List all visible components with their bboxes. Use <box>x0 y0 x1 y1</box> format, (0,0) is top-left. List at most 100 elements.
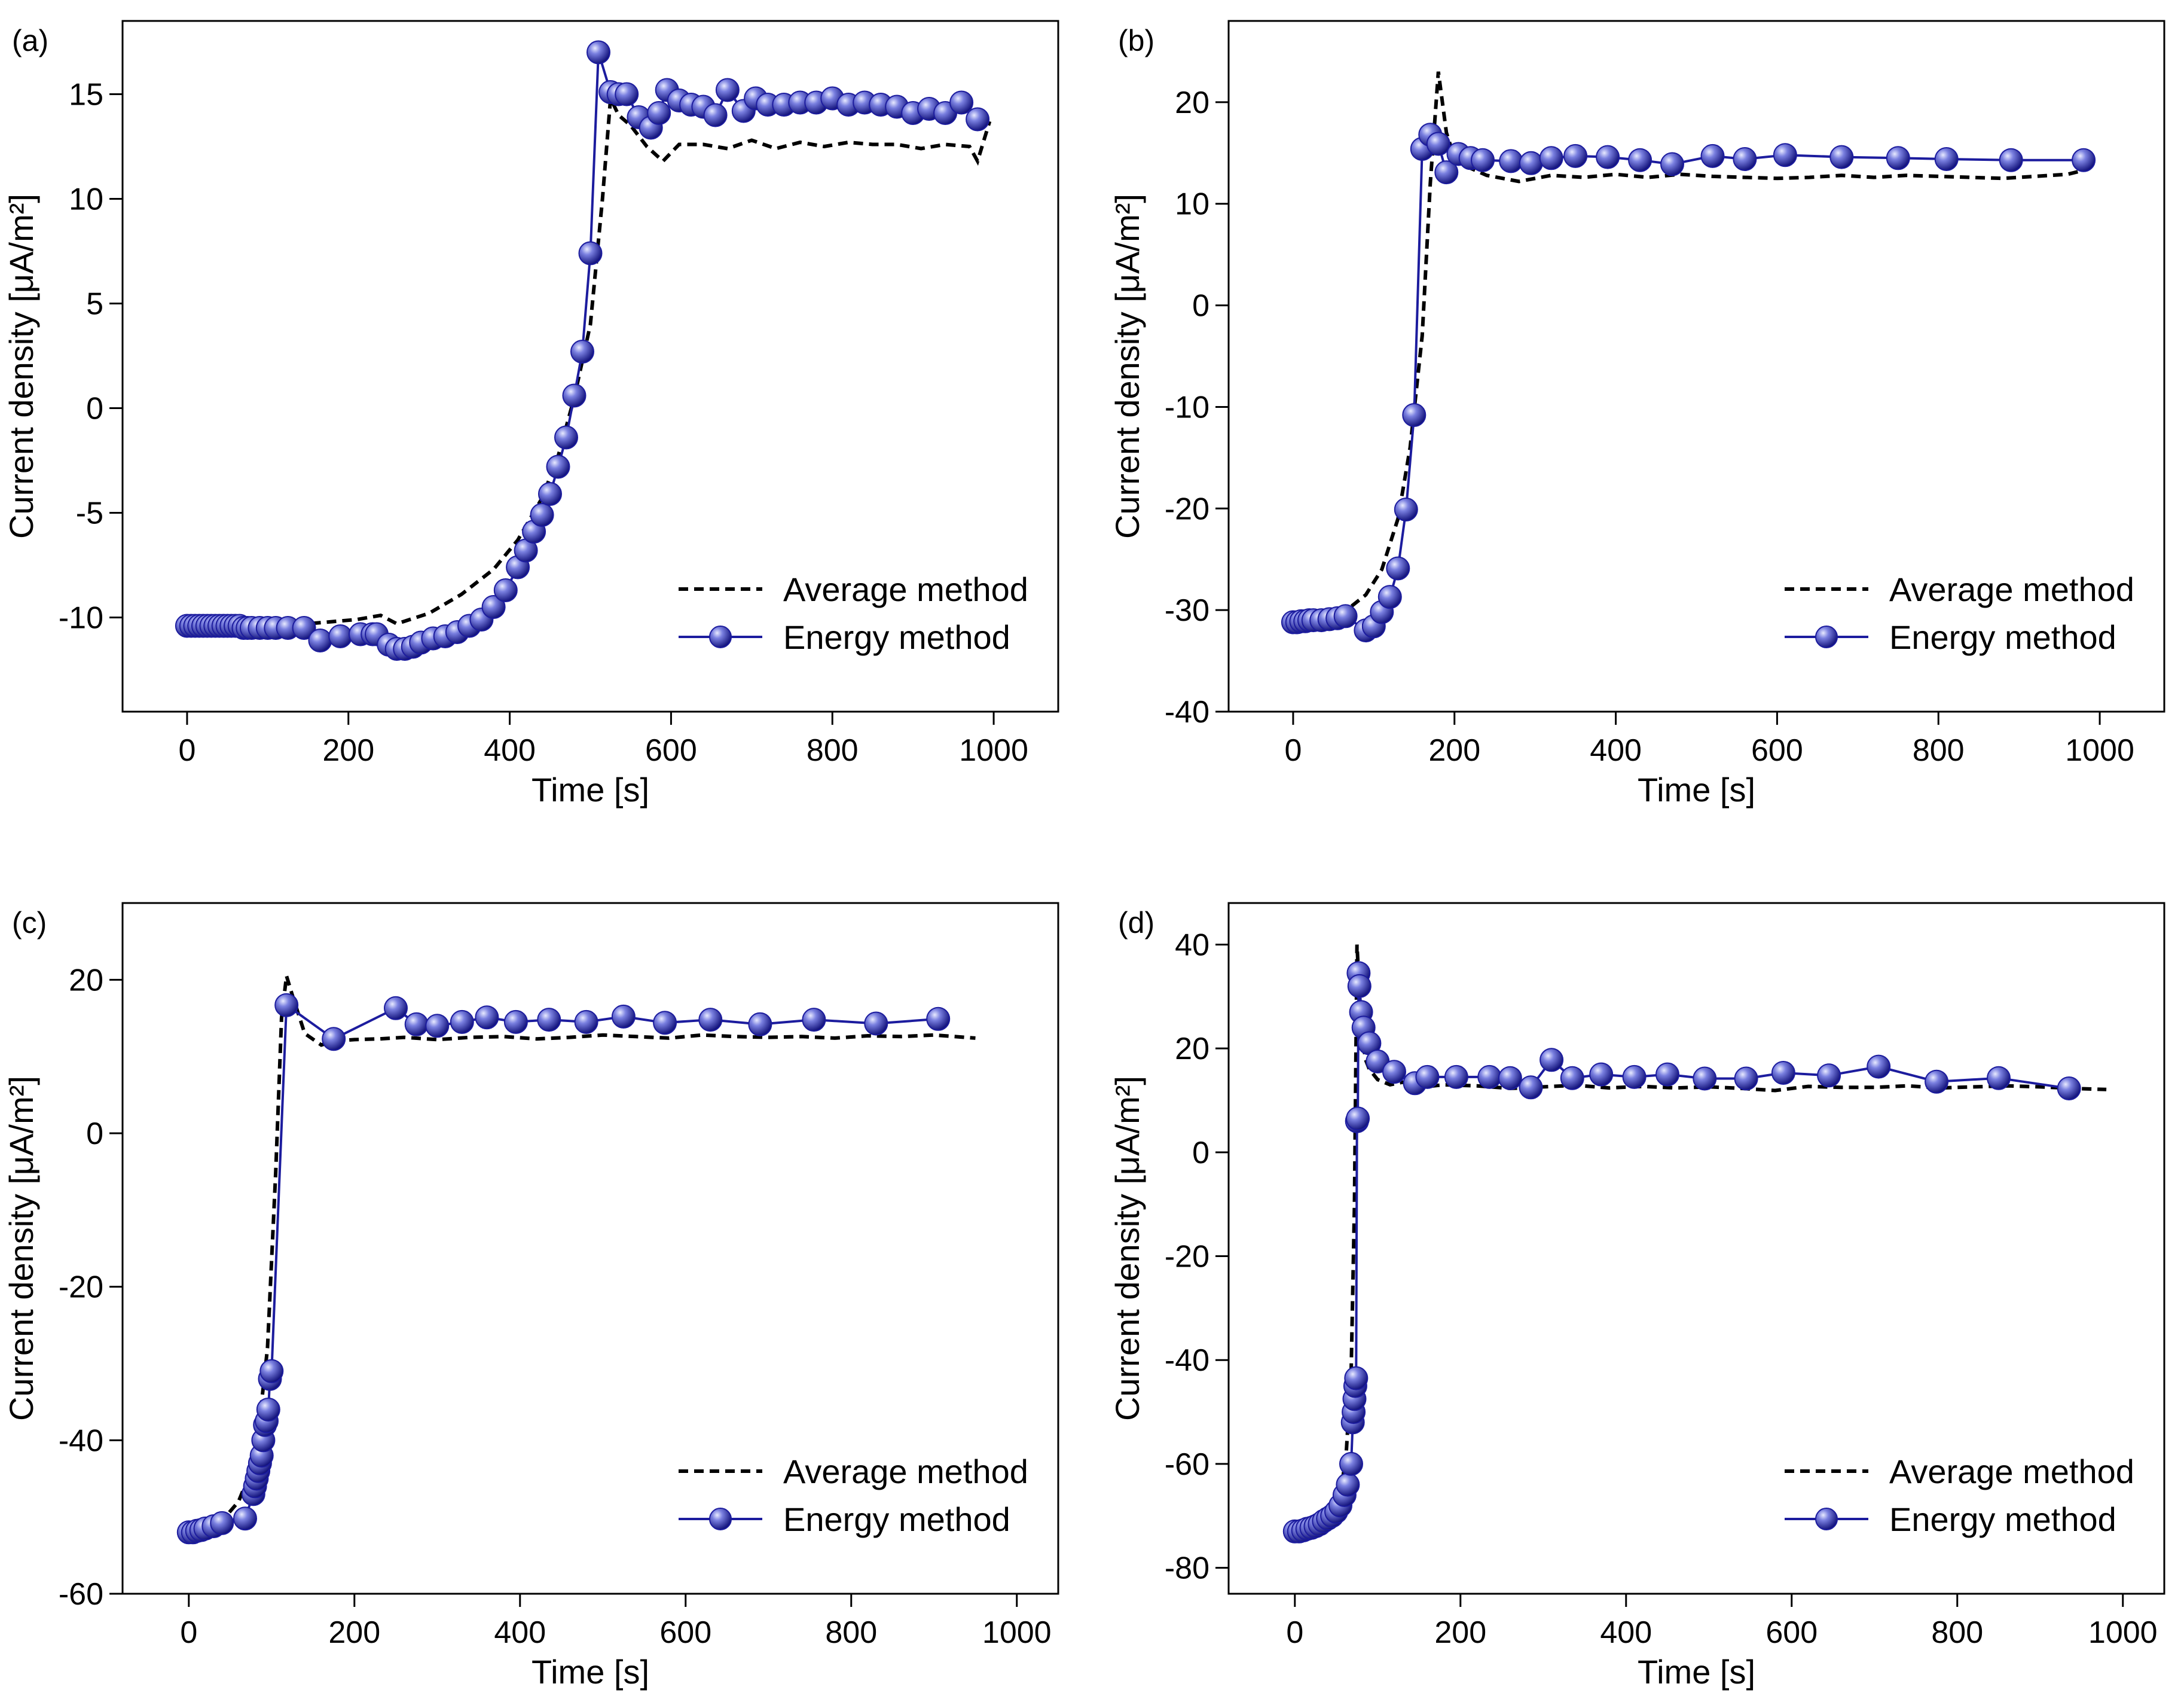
energy-method-point <box>703 103 728 127</box>
y-tick-label: -60 <box>59 1577 103 1612</box>
energy-method-point <box>1540 1048 1564 1072</box>
plot-frame <box>1227 902 2165 1595</box>
x-tick-label: 400 <box>1600 1615 1652 1650</box>
x-tick-label: 800 <box>1931 1615 1983 1650</box>
energy-method-point <box>493 578 518 602</box>
energy-method-point <box>503 1009 528 1034</box>
plot-frame <box>121 902 1059 1595</box>
energy-method-point <box>450 1009 474 1034</box>
energy-method-point <box>1519 1075 1543 1100</box>
y-tick-label: 0 <box>1192 289 1209 324</box>
energy-method-point <box>1347 974 1372 998</box>
energy-method-point <box>425 1014 450 1038</box>
legend: Average method Energy method <box>679 1453 1028 1538</box>
energy-method-point <box>384 996 408 1020</box>
y-tick-label: 20 <box>1175 1032 1209 1066</box>
legend-energy-marker <box>1815 626 1838 648</box>
x-tick-label: 600 <box>1751 733 1803 768</box>
energy-method-point <box>274 993 299 1017</box>
energy-method-point <box>578 241 603 266</box>
y-tick-label: 20 <box>69 963 103 998</box>
series-layer <box>1282 944 2107 1544</box>
energy-method-point <box>802 1008 826 1032</box>
energy-method-point <box>1339 1451 1363 1476</box>
energy-method-point <box>259 1359 284 1383</box>
x-tick-label: 200 <box>328 1615 380 1650</box>
energy-method-point <box>1589 1062 1614 1087</box>
series-layer <box>1281 71 2096 643</box>
energy-method-point <box>1336 1472 1360 1497</box>
y-tick-label: -40 <box>59 1423 103 1458</box>
y-tick-label: 0 <box>86 1117 103 1151</box>
x-tick-label: 1000 <box>959 733 1028 768</box>
y-axis-title: Current density [μA/m²] <box>1108 194 1146 539</box>
x-tick-label: 400 <box>494 1615 546 1650</box>
x-tick-label: 0 <box>1284 733 1302 768</box>
y-tick-label: 10 <box>69 182 103 217</box>
energy-method-point <box>949 90 974 115</box>
energy-method-point <box>647 101 671 125</box>
energy-method-point <box>1386 556 1410 581</box>
energy-method-point <box>562 383 587 408</box>
energy-method-point <box>1934 147 1959 171</box>
energy-method-point <box>1773 143 1797 167</box>
energy-method-point <box>546 455 570 479</box>
y-tick-label: -80 <box>1165 1551 1209 1586</box>
energy-method-point <box>537 1008 561 1032</box>
legend-average-label: Average method <box>1889 1453 2134 1490</box>
x-tick-label: 200 <box>1428 733 1480 768</box>
energy-method-point <box>554 425 578 450</box>
x-tick-label: 1000 <box>2088 1615 2158 1650</box>
legend-average-label: Average method <box>783 571 1028 608</box>
energy-method-point <box>1829 145 1854 169</box>
energy-method-point <box>1394 498 1418 521</box>
x-tick-label: 0 <box>178 733 196 768</box>
energy-method-point <box>926 1006 951 1031</box>
energy-method-point <box>587 40 610 65</box>
y-tick-label: 5 <box>86 287 103 322</box>
energy-method-point <box>1499 149 1523 173</box>
y-tick-label: -10 <box>59 601 103 636</box>
energy-method-point <box>615 82 639 106</box>
energy-method-point <box>1733 147 1757 171</box>
energy-method-point <box>570 340 594 364</box>
x-tick-label: 600 <box>645 733 697 768</box>
y-tick-label: 40 <box>1175 928 1209 962</box>
panel-label: (a) <box>12 24 48 57</box>
x-axis-title: Time [s] <box>532 771 649 809</box>
energy-method-point <box>538 482 562 506</box>
energy-method-point <box>748 1012 772 1036</box>
energy-method-point <box>2057 1076 2081 1100</box>
plot-frame <box>1227 20 2165 713</box>
panel-label: (c) <box>12 906 47 940</box>
energy-method-point <box>611 1004 636 1029</box>
energy-method-point <box>2072 148 2096 172</box>
y-tick-label: 0 <box>1192 1136 1209 1170</box>
energy-method-point <box>530 503 554 527</box>
panel-label: (d) <box>1118 906 1154 940</box>
average-method-line <box>188 975 976 1535</box>
x-tick-label: 800 <box>825 1615 877 1650</box>
x-tick-label: 200 <box>322 733 374 768</box>
energy-method-point <box>1382 1060 1406 1084</box>
energy-method-point <box>475 1005 499 1030</box>
energy-method-point <box>1622 1064 1647 1089</box>
energy-method-point <box>481 595 506 619</box>
energy-method-point <box>1693 1066 1717 1091</box>
average-method-line <box>1294 944 2107 1533</box>
legend-average-label: Average method <box>1889 571 2134 608</box>
energy-method-point <box>1402 403 1427 427</box>
energy-method-point <box>256 1398 280 1422</box>
energy-method-line <box>1293 132 2084 632</box>
energy-method-point <box>308 629 332 652</box>
energy-method-point <box>1628 148 1652 172</box>
energy-method-point <box>1660 152 1684 176</box>
legend-energy-marker <box>709 626 732 648</box>
y-axis-title: Current density [μA/m²] <box>1108 1076 1146 1421</box>
energy-method-point <box>328 624 353 648</box>
energy-method-point <box>1596 145 1620 169</box>
y-tick-label: -40 <box>1165 1343 1209 1378</box>
energy-method-point <box>1563 144 1588 168</box>
energy-method-point <box>1560 1066 1584 1090</box>
